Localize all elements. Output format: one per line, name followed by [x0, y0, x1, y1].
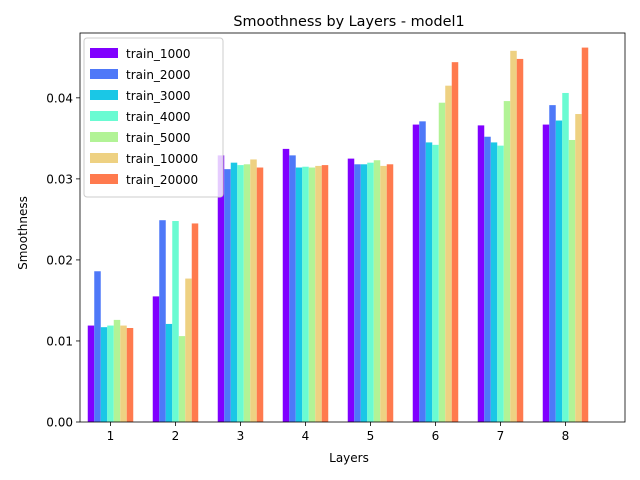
legend-label-train_5000: train_5000: [126, 131, 190, 145]
bar-train_3000-layer-2: [165, 323, 173, 422]
bars-layer: [87, 47, 589, 423]
bar-train_10000-layer-3: [250, 159, 257, 422]
bar-train_20000-layer-7: [516, 58, 524, 423]
x-tick-label: 1: [107, 429, 115, 443]
chart-title: Smoothness by Layers - model1: [233, 14, 464, 30]
bar-train_10000-layer-2: [185, 278, 192, 422]
bar-train_20000-layer-3: [256, 167, 264, 422]
legend-swatch-train_20000: [90, 174, 118, 184]
x-axis-label: Layers: [329, 451, 369, 465]
bar-train_10000-layer-1: [120, 325, 127, 422]
plot-frame: [79, 32, 626, 423]
bar-train_3000-layer-1: [100, 327, 108, 422]
bar-train_3000-layer-4: [295, 167, 303, 422]
bar-train_1000-layer-8: [542, 124, 550, 422]
y-axis-label: Smoothness: [16, 196, 30, 270]
bar-train_5000-layer-3: [243, 164, 251, 423]
bar-train_20000-layer-4: [321, 165, 329, 422]
bar-train_5000-layer-1: [113, 319, 121, 422]
bar-train_5000-layer-7: [503, 101, 511, 422]
bar-train_10000-layer-5: [380, 165, 387, 422]
bar-train_2000-layer-3: [224, 169, 231, 422]
bar-train_20000-layer-8: [581, 47, 589, 423]
bar-train_5000-layer-5: [373, 160, 381, 423]
bar-train_10000-layer-8: [575, 114, 582, 422]
y-tick-label: 0.03: [46, 172, 73, 186]
bar-train_20000-layer-2: [191, 223, 199, 422]
y-tick-label: 0.02: [46, 253, 73, 267]
legend-frame: [83, 37, 224, 198]
legend-swatch-train_3000: [90, 90, 118, 100]
bar-train_3000-layer-6: [425, 142, 433, 422]
y-tick-label: 0.00: [46, 416, 73, 430]
bar-train_5000-layer-8: [568, 139, 576, 423]
bar-train_4000-layer-3: [237, 165, 244, 422]
bar-train_4000-layer-5: [367, 162, 374, 423]
bar-train_4000-layer-7: [497, 145, 504, 422]
bar-train_3000-layer-3: [230, 162, 238, 423]
legend-label-train_3000: train_3000: [126, 89, 190, 103]
bar-train_1000-layer-5: [347, 158, 355, 423]
bar-train_3000-layer-7: [490, 142, 498, 422]
bar-train_4000-layer-4: [302, 166, 309, 422]
x-tick-label: 2: [172, 429, 180, 443]
bar-train_2000-layer-7: [484, 136, 491, 423]
bar-train_20000-layer-1: [126, 327, 134, 422]
x-tick-label: 4: [302, 429, 310, 443]
bar-train_1000-layer-3: [217, 155, 225, 422]
legend-swatch-train_1000: [90, 48, 118, 58]
bar-train_5000-layer-6: [438, 102, 446, 422]
bar-train_1000-layer-4: [282, 148, 290, 422]
legend-label-train_10000: train_10000: [126, 152, 198, 166]
x-tick-label: 5: [367, 429, 375, 443]
x-tick-label: 3: [237, 429, 245, 443]
bar-train_3000-layer-5: [360, 164, 368, 423]
legend-label-train_2000: train_2000: [126, 68, 190, 82]
bar-train_4000-layer-6: [432, 144, 439, 422]
bar-train_4000-layer-8: [562, 92, 569, 422]
legend-label-train_20000: train_20000: [126, 173, 198, 187]
legend-swatch-train_10000: [90, 153, 118, 163]
bar-train_1000-layer-1: [87, 325, 95, 422]
bar-train_4000-layer-1: [107, 325, 114, 422]
bar-train_3000-layer-8: [555, 120, 563, 422]
bar-train_10000-layer-4: [315, 165, 322, 422]
x-tick-label: 6: [432, 429, 440, 443]
legend: train_1000 train_2000 train_3000 train_4000…: [83, 37, 224, 198]
bar-train_10000-layer-7: [510, 50, 517, 422]
bar-train_2000-layer-1: [94, 271, 101, 422]
bar-train_5000-layer-4: [308, 167, 316, 422]
bar-train_1000-layer-2: [152, 296, 160, 422]
bar-train_10000-layer-6: [445, 85, 452, 423]
bar-train_2000-layer-4: [289, 155, 296, 422]
bar-train_2000-layer-5: [354, 164, 361, 423]
legend-swatch-train_5000: [90, 132, 118, 142]
bar-train_1000-layer-6: [412, 124, 420, 422]
bar-train_4000-layer-2: [172, 221, 179, 422]
bar-train_5000-layer-2: [178, 336, 186, 422]
axes-layer: 1 2 3 4 5 6 7 8 0.00 0.01 0.02 0.03 0.04: [46, 32, 626, 443]
legend-label-train_1000: train_1000: [126, 47, 190, 61]
bar-train_2000-layer-2: [159, 220, 166, 422]
bar-train_2000-layer-8: [549, 105, 556, 422]
x-tick-label: 7: [497, 429, 505, 443]
legend-swatch-train_4000: [90, 111, 118, 121]
y-tick-label: 0.04: [46, 91, 73, 105]
legend-swatch-train_2000: [90, 69, 118, 79]
bar-train_2000-layer-6: [419, 121, 426, 422]
y-tick-label: 0.01: [46, 334, 73, 348]
x-tick-label: 8: [562, 429, 570, 443]
bar-train_1000-layer-7: [477, 125, 485, 422]
bar-train_20000-layer-6: [451, 62, 459, 423]
bar-train_20000-layer-5: [386, 164, 394, 423]
legend-label-train_4000: train_4000: [126, 110, 190, 124]
